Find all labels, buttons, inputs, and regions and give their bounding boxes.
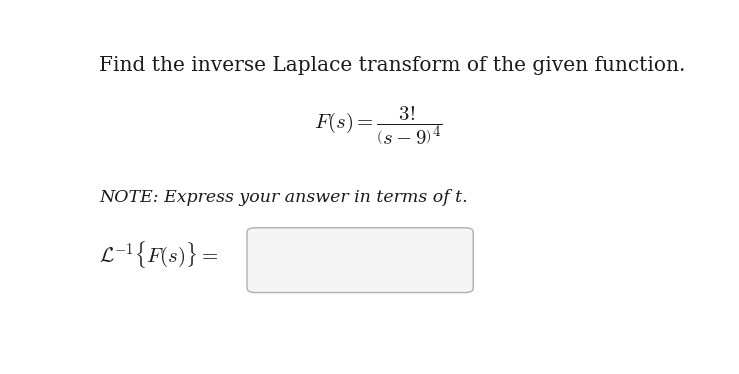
Text: $F(s) = \dfrac{3!}{\left(s - 9\right)^{4}}$: $F(s) = \dfrac{3!}{\left(s - 9\right)^{4…	[314, 104, 443, 147]
Text: NOTE: Express your answer in terms of t.: NOTE: Express your answer in terms of t.	[99, 189, 468, 206]
Text: $\mathcal{L}^{-1}\{F(s)\} =$: $\mathcal{L}^{-1}\{F(s)\} =$	[99, 240, 219, 270]
Text: Find the inverse Laplace transform of the given function.: Find the inverse Laplace transform of th…	[99, 56, 686, 76]
FancyBboxPatch shape	[247, 228, 473, 292]
